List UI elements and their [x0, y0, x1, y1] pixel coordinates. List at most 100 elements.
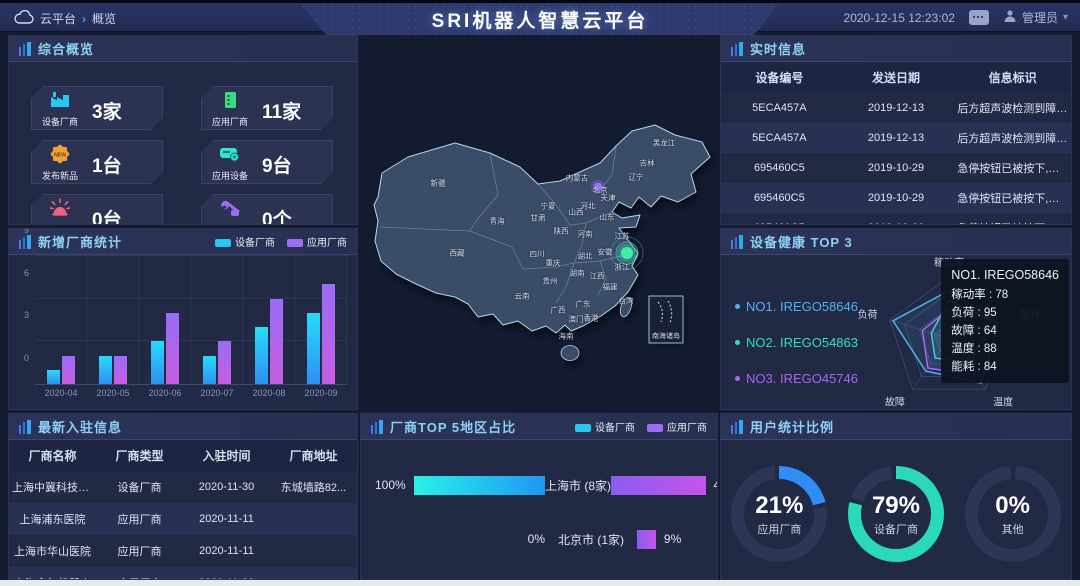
column-header: 信息标识	[954, 62, 1071, 93]
user-menu[interactable]: 管理员 ▾	[1003, 9, 1068, 26]
caret-down-icon: ▾	[1062, 12, 1068, 23]
table-cell: 2020-11-06	[183, 567, 270, 579]
table-cell: 2019-12-13	[867, 132, 925, 144]
top-bar: SRI机器人智慧云平台 云平台 › 概览 2020-12-15 12:23:02…	[0, 0, 1080, 32]
column-header: 设备编号	[721, 62, 838, 93]
bar-segment	[46, 369, 60, 384]
table-cell: 上海中冀科技股份...	[12, 482, 96, 494]
message-icon[interactable]	[968, 10, 989, 25]
stat-card-app-vendor[interactable]: 应用厂商 11家	[201, 86, 333, 130]
bar-segment	[113, 355, 127, 384]
y-tick-label: 9	[23, 228, 29, 235]
column-header: 入驻时间	[183, 440, 270, 471]
legend-label[interactable]: 应用厂商	[667, 423, 707, 434]
gauge-percent: 21%	[755, 491, 804, 519]
legend-chip[interactable]	[575, 424, 591, 433]
gauge-label: 设备厂商	[873, 523, 918, 536]
legend-label[interactable]: 应用厂商	[307, 238, 347, 249]
panel-overview: 综合概览 设备厂商 3家 应用厂商 11家 NEW 发布新	[8, 35, 358, 225]
table-cell: 应用厂商	[96, 567, 183, 579]
document-icon	[220, 90, 240, 115]
panel-device-health: 设备健康 TOP 3 NO1. IREGO58646 NO2. IREGO5486…	[720, 228, 1072, 410]
table-cell: 应用厂商	[117, 546, 162, 558]
table-cell: 急停按钮已被按下,请确认安全后旋起!	[957, 163, 1071, 175]
china-map[interactable]: 新疆 青海 西藏 甘肃 宁夏 陕西 山西 河北 北京 天津 内蒙古 黑龙江 吉林 辽宁 山东 河南 江苏 安徽 湖北…	[360, 35, 718, 410]
bar-segment	[413, 475, 545, 495]
legend-label[interactable]: 设备厂商	[595, 423, 635, 434]
table-row: 上海市华山医院 应用厂商 2020-11-11	[9, 535, 357, 567]
device-rank-item[interactable]: NO3. IREGO45746	[735, 371, 858, 386]
stat-card-device-repairs[interactable]: 设备维修 0个	[201, 194, 333, 225]
tooltip-row: 温度 : 88	[951, 342, 997, 355]
panel-title: 设备健康 TOP 3	[750, 235, 853, 250]
panel-user-ratio: 用户统计比例 21% 应用厂商 79% 设备厂商 0% 其他	[720, 413, 1072, 580]
left-value-label: 0%	[527, 532, 545, 546]
panel-bars-icon	[19, 234, 31, 249]
bar-chart-plot	[35, 255, 347, 385]
bar-group	[243, 257, 295, 384]
breadcrumb-current[interactable]: 概览	[92, 12, 117, 26]
x-tick-label: 2020-09	[304, 388, 338, 398]
panel-bars-icon	[371, 419, 383, 434]
user-name: 管理员	[1021, 11, 1058, 25]
x-tick-label: 2020-08	[252, 388, 286, 398]
chart-legend: 设备厂商 应用厂商	[575, 419, 707, 434]
table-cell	[270, 503, 357, 535]
table-cell: 上海浦东医院	[19, 514, 86, 526]
stat-cards: 设备厂商 3家 应用厂商 11家 NEW 发布新品 1台	[9, 62, 357, 225]
bar-group	[35, 257, 87, 384]
breadcrumb: 云平台 › 概览	[14, 9, 117, 27]
realtime-table: 设备编号 发送日期 信息标识 5ECA457A 2019-12-13 后方超声波检测到障碍…	[721, 62, 1071, 224]
legend-chip[interactable]	[287, 239, 303, 248]
cloud-icon	[14, 9, 34, 27]
device-rank-item[interactable]: NO1. IREGO58646	[735, 299, 858, 314]
panel-title: 实时信息	[750, 42, 807, 57]
panel-title: 厂商TOP 5地区占比	[390, 420, 517, 435]
stat-card-app-devices[interactable]: 应用设备 9台	[201, 140, 333, 184]
table-cell: 上海金矢机器人	[9, 567, 96, 579]
breadcrumb-root[interactable]: 云平台	[40, 12, 77, 26]
table-cell: 应用厂商	[117, 514, 162, 526]
svg-text:NEW: NEW	[54, 153, 66, 159]
bar-segment	[611, 475, 706, 495]
panel-overview-header: 综合概览	[9, 36, 357, 62]
bar-group	[139, 257, 191, 384]
footer-strip	[0, 580, 1080, 586]
stat-card-new-products[interactable]: NEW 发布新品 1台	[31, 140, 163, 184]
device-rank-item[interactable]: NO2. IREGO54863	[735, 335, 858, 350]
table-cell: 2019-12-13	[867, 102, 925, 114]
y-tick-label: 0	[23, 353, 29, 363]
bar-segment	[321, 284, 335, 384]
x-tick-label: 2020-06	[148, 388, 182, 398]
bar-chart: 0 3 6 9 2020-04 2020-05 2020-06 2020-07 2020-08…	[9, 229, 357, 409]
table-cell: 2020-11-11	[199, 545, 254, 557]
panel-bars-icon	[19, 41, 31, 56]
tooltip-row: 故障 : 64	[951, 325, 997, 337]
panel-bars-icon	[731, 234, 743, 249]
region-label: 北京市 (1家)	[557, 532, 624, 547]
legend-label[interactable]: 设备厂商	[235, 238, 275, 249]
panel-device-health-header: 设备健康 TOP 3	[721, 229, 1071, 255]
bar-segment	[637, 529, 656, 549]
gauge-percent: 79%	[871, 491, 920, 519]
legend-chip[interactable]	[215, 239, 231, 248]
panel-region-top5: 厂商TOP 5地区占比 设备厂商 应用厂商 100% 上海市 (8家) 45% 0% 北京…	[360, 413, 718, 580]
new-badge-icon: NEW	[49, 143, 71, 170]
table-cell: 东城墙路82...	[280, 482, 347, 494]
panel-latest-entries-header: 最新入驻信息	[9, 414, 357, 440]
right-value-label: 9%	[663, 532, 682, 546]
bar-segment	[165, 312, 179, 384]
table-row: 5ECA457A 2019-12-13 后方超声波检测到障碍物	[721, 93, 1071, 123]
table-cell: 设备厂商	[117, 482, 162, 494]
table-cell: 2020-11-11	[199, 513, 254, 525]
user-icon	[1003, 9, 1017, 26]
legend-chip[interactable]	[647, 424, 663, 433]
stat-card-device-faults[interactable]: 设备故障 0台	[31, 194, 163, 225]
table-row: 695460C5 2019-10-29 急停按钮已被按下,请确认安全后旋起!	[721, 183, 1071, 213]
x-tick-label: 2020-05	[96, 388, 130, 398]
stat-card-device-vendor[interactable]: 设备厂商 3家	[31, 86, 163, 130]
table-row: 上海浦东医院 应用厂商 2020-11-11	[9, 503, 357, 535]
y-tick-label: 6	[23, 267, 29, 278]
bar-segment	[150, 341, 164, 384]
